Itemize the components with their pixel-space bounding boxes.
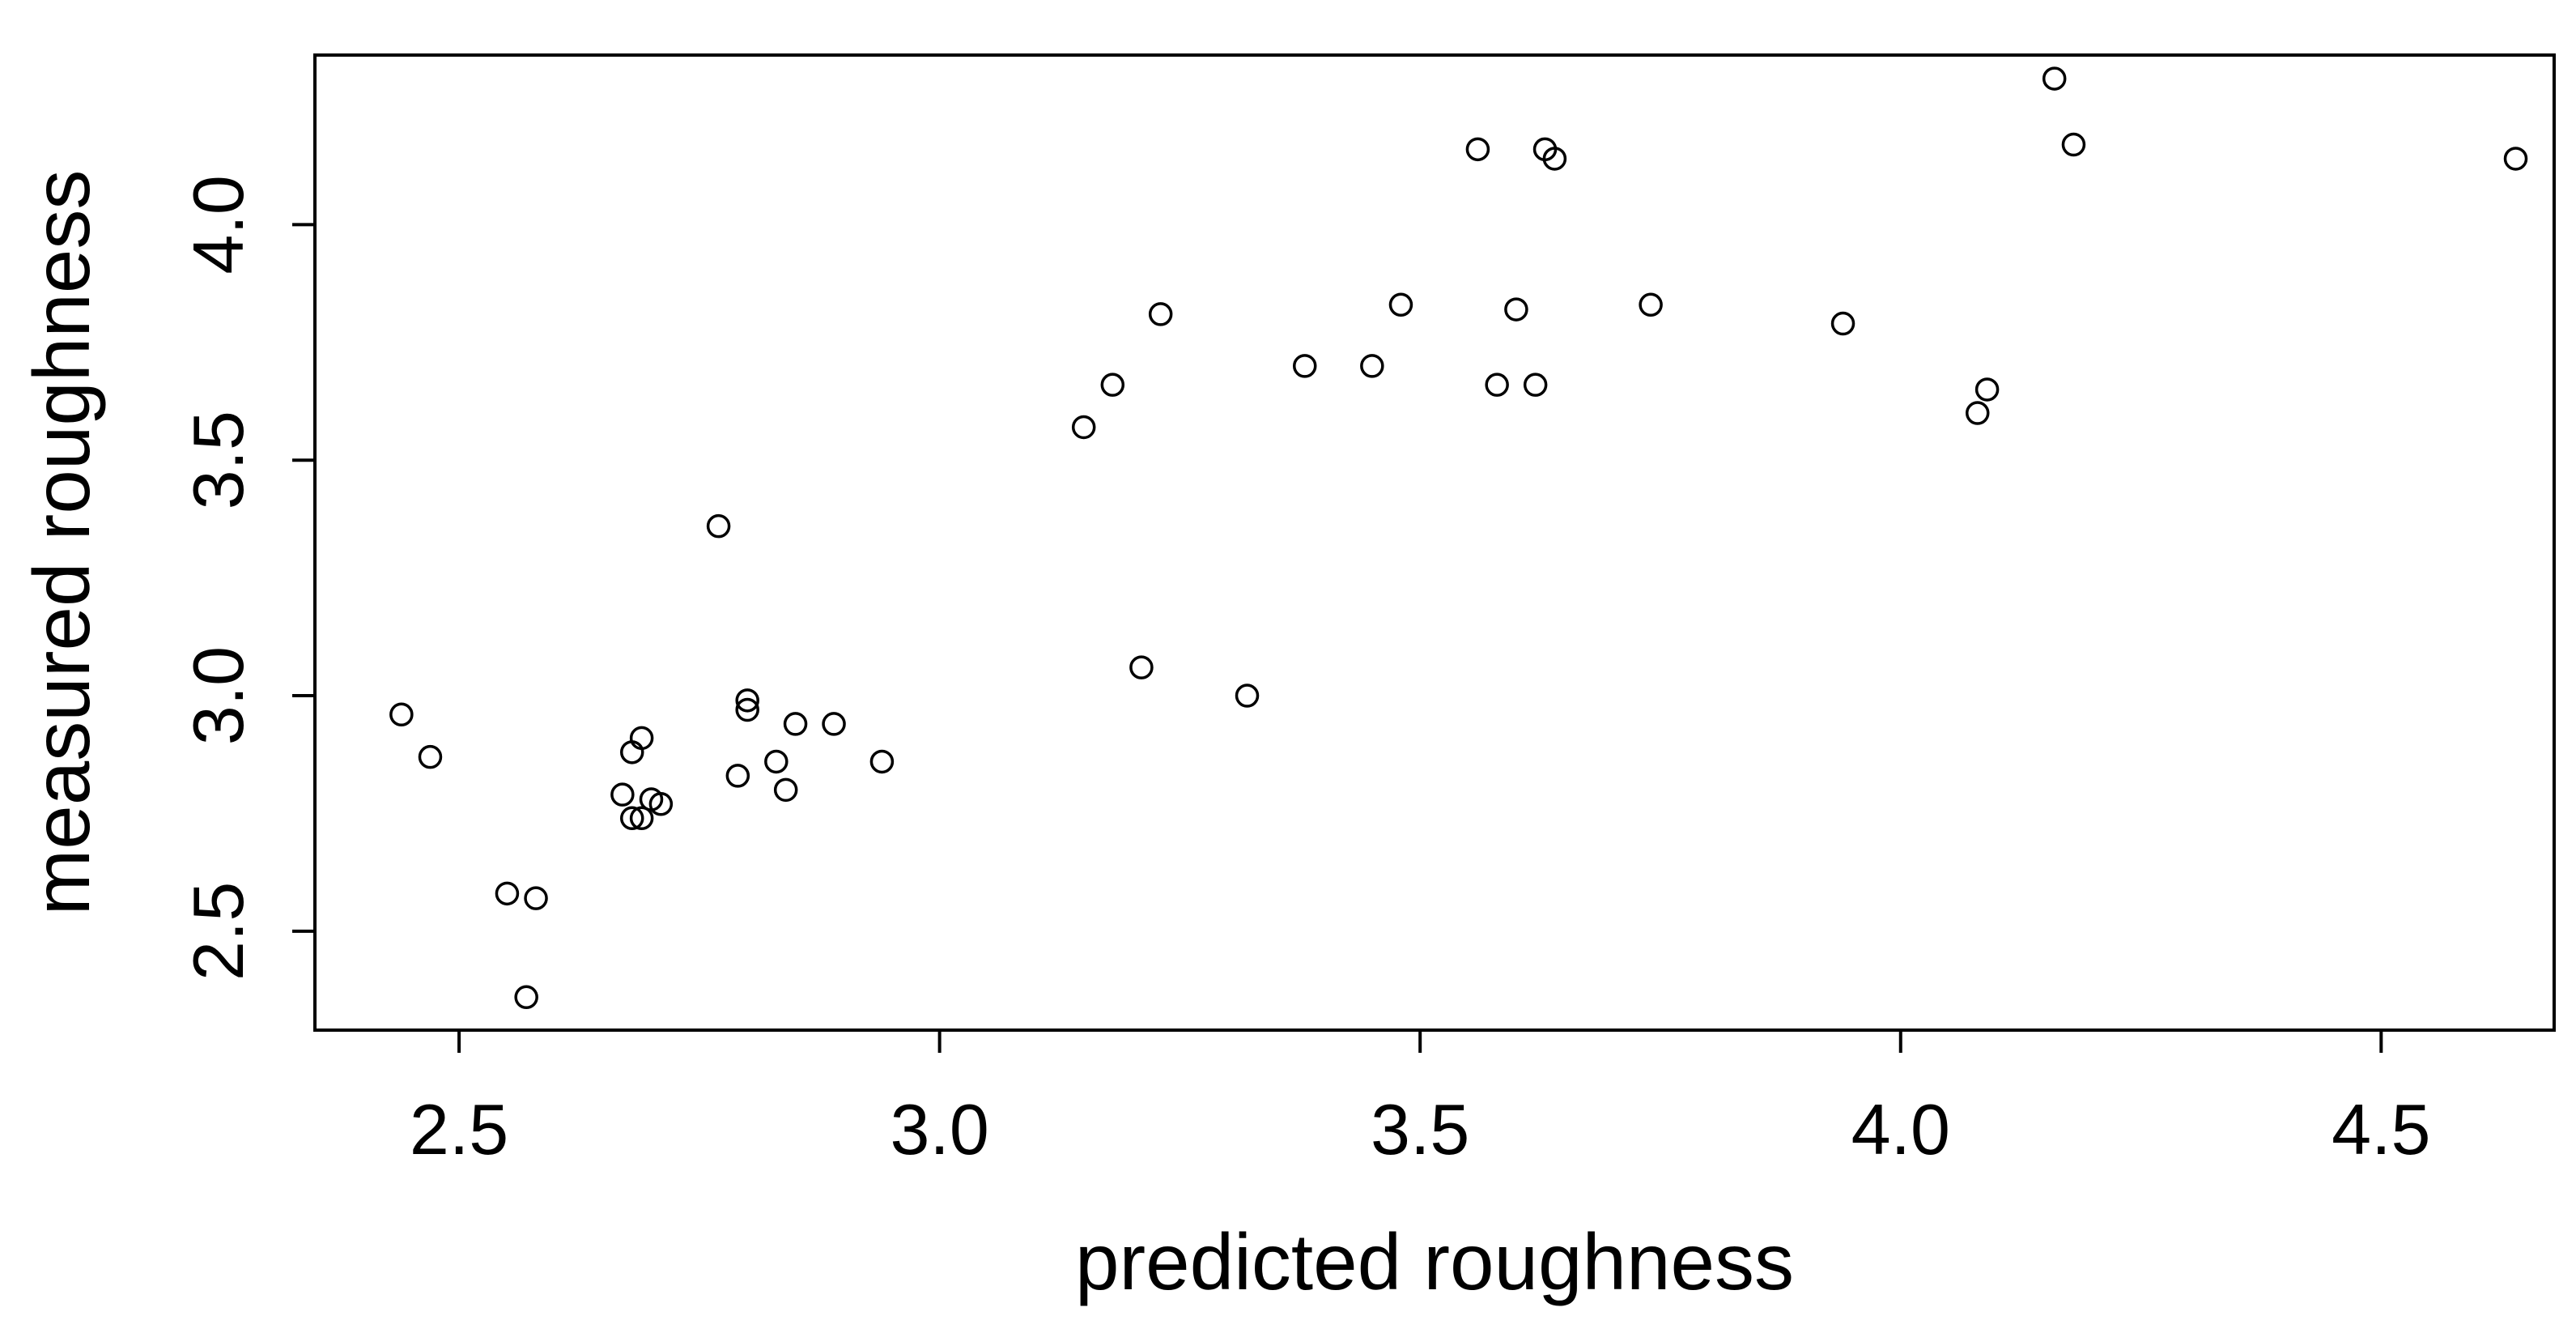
data-point — [648, 792, 674, 816]
data-point — [2061, 132, 2086, 157]
data-point — [1388, 292, 1413, 317]
data-point — [822, 712, 846, 736]
y-axis: 2.5 3.0 3.5 4.0 — [178, 175, 317, 981]
data-point — [495, 881, 520, 906]
data-point — [764, 749, 789, 774]
x-axis-title: predicted roughness — [1075, 1217, 1794, 1306]
data-point — [1465, 137, 1490, 162]
data-points — [389, 66, 2528, 1010]
data-point — [1148, 302, 1173, 326]
data-point — [1071, 415, 1096, 440]
data-point — [418, 744, 443, 769]
data-point — [1292, 354, 1317, 378]
data-point — [1830, 311, 1855, 336]
data-point — [2503, 147, 2528, 171]
y-tick-label: 3.5 — [178, 411, 258, 509]
plot-frame — [313, 53, 2556, 1032]
data-point — [1235, 684, 1260, 708]
y-tick-label: 4.0 — [178, 175, 258, 274]
data-point — [610, 782, 635, 807]
x-tick-label: 3.0 — [890, 1089, 988, 1169]
y-axis-title: measured roughness — [17, 170, 106, 916]
data-point — [2042, 66, 2067, 91]
data-point — [524, 886, 548, 910]
data-point — [706, 513, 731, 539]
x-tick-label: 2.5 — [410, 1089, 508, 1169]
data-point — [620, 806, 644, 831]
data-point — [773, 777, 798, 803]
data-point — [735, 697, 759, 722]
data-point — [1975, 377, 2000, 402]
data-point — [514, 985, 538, 1010]
x-tick-label: 3.5 — [1371, 1089, 1469, 1169]
data-point — [1504, 297, 1528, 322]
data-point — [1100, 373, 1125, 397]
x-axis: 2.5 3.0 3.5 4.0 4.5 — [410, 1028, 2430, 1169]
data-point — [629, 726, 654, 751]
data-point — [869, 749, 895, 774]
data-point — [629, 806, 654, 831]
data-point — [783, 712, 808, 736]
data-point — [1360, 354, 1384, 378]
y-tick-label: 3.0 — [178, 646, 258, 745]
x-tick-label: 4.0 — [1851, 1089, 1950, 1169]
data-point — [1639, 292, 1663, 317]
data-point — [1965, 401, 1990, 425]
data-point — [1542, 147, 1567, 171]
data-point — [1523, 373, 1548, 397]
data-point — [735, 688, 759, 713]
data-point — [1129, 655, 1154, 679]
x-tick-label: 4.5 — [2332, 1089, 2430, 1169]
data-point — [725, 764, 750, 788]
data-point — [1485, 373, 1509, 397]
y-tick-label: 2.5 — [178, 882, 258, 981]
data-point — [389, 702, 414, 727]
